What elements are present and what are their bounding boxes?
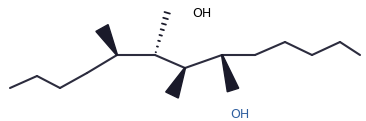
Polygon shape <box>221 55 239 92</box>
Text: OH: OH <box>192 7 211 20</box>
Polygon shape <box>96 25 117 55</box>
Text: OH: OH <box>230 108 249 121</box>
Polygon shape <box>166 68 186 98</box>
